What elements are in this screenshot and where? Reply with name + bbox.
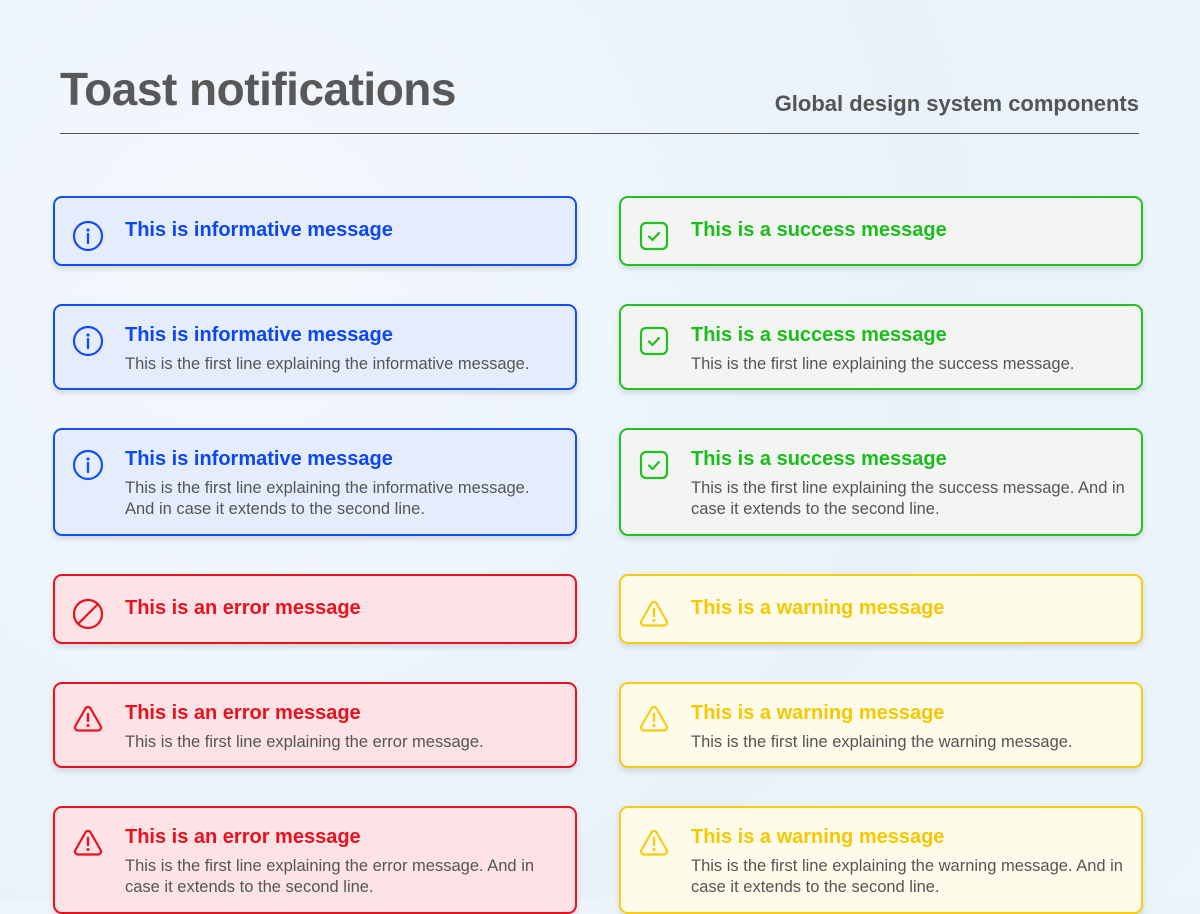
check-square-icon (639, 326, 669, 356)
toast-description: This is the first line explaining the wa… (691, 733, 1073, 751)
check-square-icon (639, 221, 669, 251)
success-toast[interactable]: This is a success message This is the fir… (619, 304, 1143, 390)
check-square-icon (639, 450, 669, 480)
toast-title: This is an error message (125, 702, 361, 724)
toast-description: This is the first line explaining the in… (125, 479, 530, 518)
toast-description: This is the first line explaining the su… (691, 355, 1075, 373)
warning-triangle-icon (639, 705, 669, 732)
toast-title: This is a warning message (691, 702, 945, 724)
page-subtitle: Global design system components (774, 91, 1139, 116)
warning-triangle-icon (73, 829, 103, 856)
toast-description: This is the first line explaining the er… (125, 857, 535, 896)
toast-description: This is the first line explaining the er… (125, 733, 484, 751)
header-divider (60, 133, 1139, 134)
warning-toast[interactable]: This is a warning message This is the fir… (619, 806, 1143, 914)
warning-triangle-icon (639, 600, 669, 627)
error-toast[interactable]: This is an error message This is the firs… (53, 806, 577, 914)
info-toast[interactable]: This is informative message This is the f… (53, 428, 577, 536)
toast-title: This is informative message (125, 448, 393, 470)
toast-title: This is informative message (125, 219, 393, 241)
info-circle-icon (72, 325, 104, 357)
warning-toast[interactable]: This is a warning message This is the fir… (619, 682, 1143, 768)
toast-title: This is an error message (125, 826, 361, 848)
toast-title: This is a warning message (691, 826, 945, 848)
toast-description: This is the first line explaining the su… (691, 479, 1125, 518)
warning-toast[interactable]: This is a warning message (619, 574, 1143, 644)
toast-title: This is a success message (691, 219, 947, 241)
info-circle-icon (72, 220, 104, 252)
toast-title: This is a success message (691, 324, 947, 346)
page-title: Toast notifications (60, 63, 457, 115)
toast-description: This is the first line explaining the wa… (691, 857, 1123, 896)
error-toast[interactable]: This is an error message This is the firs… (53, 682, 577, 768)
toast-title: This is a success message (691, 448, 947, 470)
toast-title: This is a warning message (691, 597, 945, 619)
warning-triangle-icon (73, 705, 103, 732)
info-toast[interactable]: This is informative message This is the f… (53, 304, 577, 390)
toast-title: This is an error message (125, 597, 361, 619)
info-toast[interactable]: This is informative message (53, 196, 577, 266)
warning-triangle-icon (639, 829, 669, 856)
success-toast[interactable]: This is a success message This is the fir… (619, 428, 1143, 536)
success-toast[interactable]: This is a success message (619, 196, 1143, 266)
toast-description: This is the first line explaining the in… (125, 355, 530, 373)
prohibited-icon (72, 598, 104, 630)
info-circle-icon (72, 449, 104, 481)
toast-title: This is informative message (125, 324, 393, 346)
error-toast[interactable]: This is an error message (53, 574, 577, 644)
